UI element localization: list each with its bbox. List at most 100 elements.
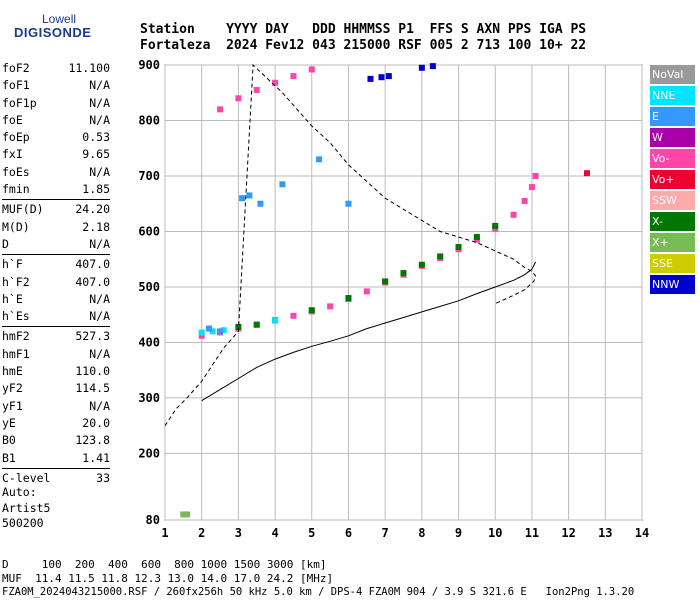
echo-point: [257, 200, 264, 207]
echo-point: [429, 63, 436, 70]
param-value: 0.53: [82, 130, 110, 145]
echo-point: [327, 303, 334, 310]
param-value: N/A: [89, 309, 110, 324]
param-key: h`Es: [2, 309, 30, 324]
param-value: 24.20: [75, 202, 110, 217]
echo-point: [272, 79, 279, 86]
y-tick-label: 900: [138, 58, 160, 72]
echo-point: [198, 332, 205, 339]
echo-point: [437, 253, 444, 260]
echo-point: [253, 321, 260, 328]
y-tick-label: 700: [138, 169, 160, 183]
echo-point: [217, 106, 224, 113]
footer-file-info: FZA0M_2024043215000.RSF / 260fx256h 50 k…: [2, 586, 635, 598]
profile-curves: [164, 63, 537, 426]
lowell-digisonde-logo: Lowell DIGISONDE: [4, 6, 104, 40]
param-fmin: fmin 1.85: [2, 181, 110, 198]
param-value: N/A: [89, 112, 110, 127]
virtual-height-trace: [164, 63, 537, 426]
param-key: fmin: [2, 182, 30, 197]
y-tick-label: 500: [138, 280, 160, 294]
legend-item-noval: NoVal: [650, 65, 695, 84]
echo-point: [363, 288, 370, 295]
echo-point: [528, 184, 535, 191]
plot-frame: [164, 64, 643, 521]
echo-point: [532, 172, 539, 179]
param-value: 9.65: [82, 147, 110, 162]
y-tick-label: 600: [138, 224, 160, 238]
param-hmf1: hmF1 N/A: [2, 346, 110, 363]
param-key: foF1: [2, 78, 30, 93]
logo-product: DIGISONDE: [14, 25, 92, 40]
echo-point: [235, 95, 242, 102]
legend-item-nne: NNE: [650, 86, 695, 105]
polarization-legend: NoVal NNE E W Vo- Vo+ SSW X- X+ SSE NNW: [650, 65, 695, 296]
scaled-parameters-panel: foF2 11.100 foF1 N/A foF1p N/A foE N/A foEp 0.53 f…: [2, 60, 110, 487]
echo-point: [184, 511, 191, 518]
x-tick-label: 4: [271, 526, 278, 540]
param-value: 110.0: [75, 364, 110, 379]
header-columns: Station YYYY DAY DDD HHMMSS P1 FFS S AXN…: [140, 22, 587, 37]
footer-muf-row: MUF 11.4 11.5 11.8 12.3 13.0 14.0 17.0 2…: [2, 572, 334, 585]
echo-point: [235, 323, 242, 330]
echo-point: [198, 329, 205, 336]
param-key: h`F: [2, 257, 23, 272]
echo-point: [209, 328, 216, 335]
echo-point: [239, 195, 246, 202]
param-value: 2.18: [82, 219, 110, 234]
echo-point: [246, 192, 253, 199]
footer-distance-row: D 100 200 400 600 800 1000 1500 3000 [km…: [2, 558, 327, 571]
autoscaling-info: Auto: Artist5 500200: [2, 485, 50, 532]
param-value: N/A: [89, 95, 110, 110]
legend-item-nnw: NNW: [650, 275, 695, 294]
legend-item-sse: SSE: [650, 254, 695, 273]
param-key: B1: [2, 450, 16, 465]
echo-point: [473, 234, 480, 241]
param-foes: foEs N/A: [2, 164, 110, 181]
param-h-e: h`E N/A: [2, 291, 110, 308]
param-fxi: fxI 9.65: [2, 146, 110, 163]
param-key: D: [2, 236, 9, 251]
x-tick-label: 11: [525, 526, 539, 540]
param-h-es: h`Es N/A: [2, 308, 110, 325]
param-key: h`E: [2, 291, 23, 306]
legend-item-x-: X-: [650, 212, 695, 231]
echo-point: [345, 200, 352, 207]
param-key: fxI: [2, 147, 23, 162]
param-value: N/A: [89, 164, 110, 179]
param-key: foF1p: [2, 95, 37, 110]
param-separator: [2, 326, 110, 328]
y-tick-label: 400: [138, 335, 160, 349]
param-hme: hmE 110.0: [2, 363, 110, 380]
param-value: 114.5: [75, 381, 110, 396]
param-yf1: yF1 N/A: [2, 398, 110, 415]
param-b1: B1 1.41: [2, 450, 110, 467]
legend-item-ssw: SSW: [650, 191, 695, 210]
echo-point: [253, 86, 260, 93]
auto-label: Auto:: [2, 485, 37, 499]
echo-point: [316, 156, 323, 163]
y-tick-label: 200: [138, 446, 160, 460]
echo-point: [308, 307, 315, 314]
param-value: 33: [96, 470, 110, 485]
param-value: N/A: [89, 236, 110, 251]
echo-point: [418, 64, 425, 71]
param-fof1p: foF1p N/A: [2, 95, 110, 112]
param-separator: [2, 199, 110, 201]
param-fof1: foF1 N/A: [2, 77, 110, 94]
echo-point: [521, 197, 528, 204]
echo-point: [272, 317, 279, 324]
param-key: hmF1: [2, 346, 30, 361]
param-foep: foEp 0.53: [2, 129, 110, 146]
x-tick-label: 10: [488, 526, 502, 540]
param-value: N/A: [89, 291, 110, 306]
param-ye: yE 20.0: [2, 415, 110, 432]
param-value: 407.0: [75, 274, 110, 289]
param-foe: foE N/A: [2, 112, 110, 129]
param-c-level: C-level 33: [2, 470, 110, 487]
param-h-f2: h`F2 407.0: [2, 274, 110, 291]
param-value: 20.0: [82, 415, 110, 430]
auto-version: 500200: [2, 516, 44, 530]
param-key: foF2: [2, 61, 30, 75]
